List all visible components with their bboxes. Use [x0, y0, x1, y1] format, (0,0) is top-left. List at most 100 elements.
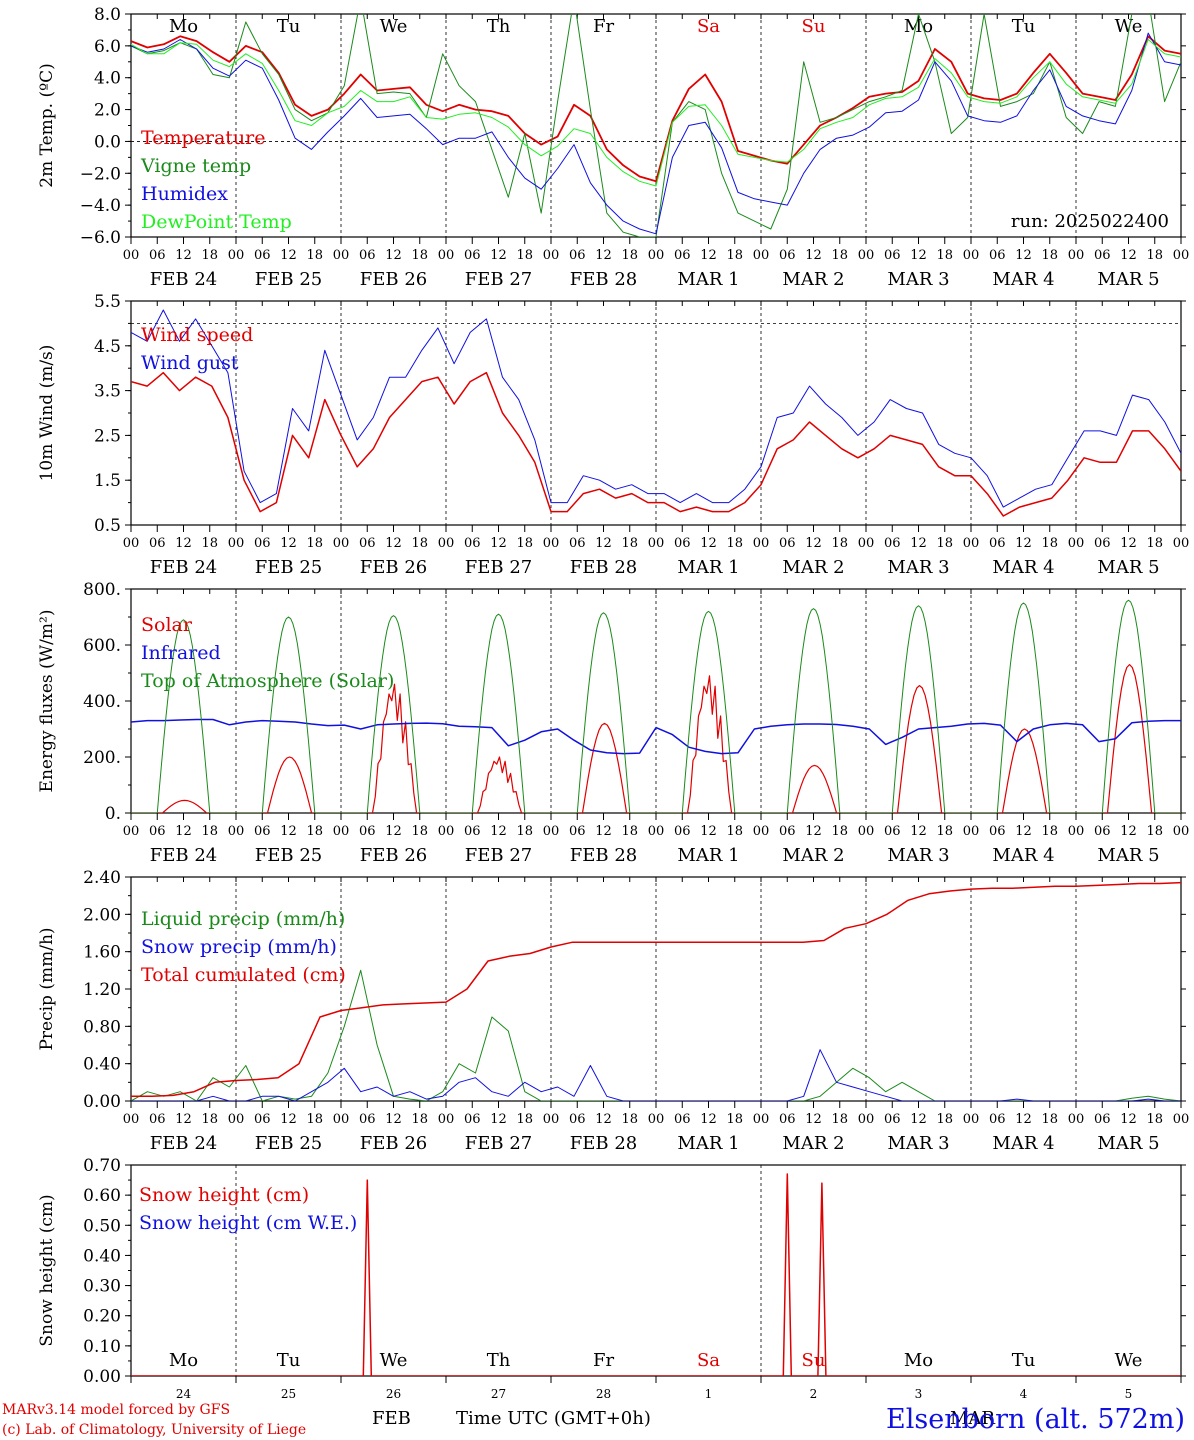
- legend-entry: Total cumulated (cm): [141, 964, 346, 986]
- hour-label: 00: [963, 1112, 980, 1127]
- date-label: MAR 2: [782, 1133, 844, 1154]
- hour-label: 06: [989, 248, 1006, 263]
- hour-label: 18: [831, 1112, 848, 1127]
- hour-label: 00: [333, 536, 350, 551]
- y-axis-label: 10m Wind (m/s): [37, 345, 57, 482]
- date-label: MAR 4: [992, 845, 1054, 866]
- date-label: FEB 26: [360, 1133, 427, 1154]
- hour-label: 00: [1068, 536, 1085, 551]
- date-label: MAR 1: [677, 1133, 739, 1154]
- y-tick-label: 0.30: [83, 1277, 121, 1297]
- hour-label: 00: [963, 248, 980, 263]
- hour-label: 18: [621, 1112, 638, 1127]
- hour-label: 12: [280, 248, 297, 263]
- hour-label: 18: [726, 536, 743, 551]
- y-tick-label: 200.: [83, 748, 121, 768]
- y-tick-label: 4.0: [94, 69, 121, 89]
- footer-model: MARv3.14 model forced by GFS: [2, 1402, 230, 1418]
- date-label: FEB 28: [570, 269, 637, 290]
- weekday-label: Mo: [904, 16, 933, 37]
- hour-label: 12: [280, 1112, 297, 1127]
- hour-label: 12: [700, 536, 717, 551]
- date-label: MAR 5: [1097, 269, 1159, 290]
- date-label: FEB 28: [570, 557, 637, 578]
- hour-label: 06: [254, 824, 271, 839]
- legend-entry: Snow height (cm): [139, 1184, 309, 1206]
- hour-label: 12: [700, 1112, 717, 1127]
- hour-label: 12: [1015, 824, 1032, 839]
- date-label: FEB 25: [255, 1133, 322, 1154]
- footer-copyright: (c) Lab. of Climatology, University of L…: [2, 1422, 306, 1438]
- hour-label: 00: [858, 824, 875, 839]
- y-tick-label: 0.50: [83, 1216, 121, 1236]
- y-tick-label: 0.0: [94, 132, 121, 152]
- y-tick-label: 2.00: [83, 905, 121, 925]
- hour-label: 00: [1173, 536, 1190, 551]
- hour-label: 18: [306, 248, 323, 263]
- hour-label: 18: [621, 536, 638, 551]
- hour-label: 12: [595, 248, 612, 263]
- hour-label: 06: [359, 1112, 376, 1127]
- y-tick-label: 4.5: [94, 337, 121, 357]
- legend-entry: Wind gust: [141, 352, 239, 374]
- date-label: FEB 27: [465, 1133, 532, 1154]
- y-tick-label: 0.10: [83, 1337, 121, 1357]
- series-line: [131, 599, 1181, 813]
- hour-label: 06: [1094, 824, 1111, 839]
- hour-label: 00: [228, 248, 245, 263]
- y-tick-label: 600.: [83, 636, 121, 656]
- date-label: MAR 1: [677, 557, 739, 578]
- panel-1: 8.0 6.0 4.0 2.0 0.0 −2.0 −4.0 −6.0 2m Temp. (ºC)…: [37, 5, 1189, 290]
- panel-4: 2.40 2.00 1.60 1.20 0.80 0.40 0.00 Precip (mm/h…: [37, 868, 1189, 1154]
- hour-label: 06: [884, 824, 901, 839]
- hour-label: 12: [700, 248, 717, 263]
- hour-label: 06: [1094, 248, 1111, 263]
- hour-label: 06: [254, 248, 271, 263]
- hour-label: 06: [779, 248, 796, 263]
- date-label: FEB 25: [255, 557, 322, 578]
- hour-label: 06: [674, 536, 691, 551]
- y-tick-label: −4.0: [80, 196, 121, 216]
- hour-label: 06: [884, 248, 901, 263]
- y-tick-label: 0.40: [83, 1055, 121, 1075]
- series-line: [131, 309, 1181, 508]
- hour-label: 12: [805, 536, 822, 551]
- series-line: [131, 39, 1181, 187]
- series-line: [131, 881, 1181, 1098]
- hour-label: 00: [438, 1112, 455, 1127]
- hour-label: 00: [123, 536, 140, 551]
- date-label: MAR 3: [887, 1133, 949, 1154]
- series-line: [131, 1173, 1181, 1376]
- hour-label: 06: [674, 248, 691, 263]
- panel-3: 800. 600. 400. 200. 0. Energy fluxes (W/m²) 00…: [37, 580, 1189, 866]
- hour-label: 18: [1146, 536, 1163, 551]
- y-tick-label: 5.5: [94, 292, 121, 312]
- hour-label: 18: [831, 536, 848, 551]
- series-line: [131, 1049, 1181, 1101]
- y-axis-label: Snow height (cm): [37, 1194, 57, 1346]
- weekday-label-bottom: Th: [487, 1350, 511, 1371]
- date-label: MAR 4: [992, 557, 1054, 578]
- hour-label: 06: [569, 248, 586, 263]
- weekday-label-bottom: Su: [802, 1350, 826, 1371]
- hour-label: 12: [280, 824, 297, 839]
- hour-label: 00: [858, 248, 875, 263]
- y-tick-label: 3.5: [94, 382, 121, 402]
- day-number: 2: [810, 1387, 818, 1401]
- hour-label: 00: [648, 248, 665, 263]
- hour-label: 12: [595, 824, 612, 839]
- weekday-label: We: [380, 16, 408, 37]
- panel-2: 5.5 4.5 3.5 2.5 1.5 0.5 10m Wind (m/s) 00 06 12 18…: [37, 292, 1189, 578]
- y-tick-label: −6.0: [80, 228, 121, 248]
- hour-label: 18: [831, 248, 848, 263]
- hour-label: 06: [779, 824, 796, 839]
- y-tick-label: 0.5: [94, 516, 121, 536]
- hour-label: 00: [333, 1112, 350, 1127]
- hour-label: 06: [674, 824, 691, 839]
- y-tick-label: 0.80: [83, 1017, 121, 1037]
- hour-label: 12: [1120, 536, 1137, 551]
- hour-label: 12: [1015, 536, 1032, 551]
- y-tick-label: 0.00: [83, 1367, 121, 1387]
- hour-label: 18: [201, 536, 218, 551]
- hour-label: 12: [175, 1112, 192, 1127]
